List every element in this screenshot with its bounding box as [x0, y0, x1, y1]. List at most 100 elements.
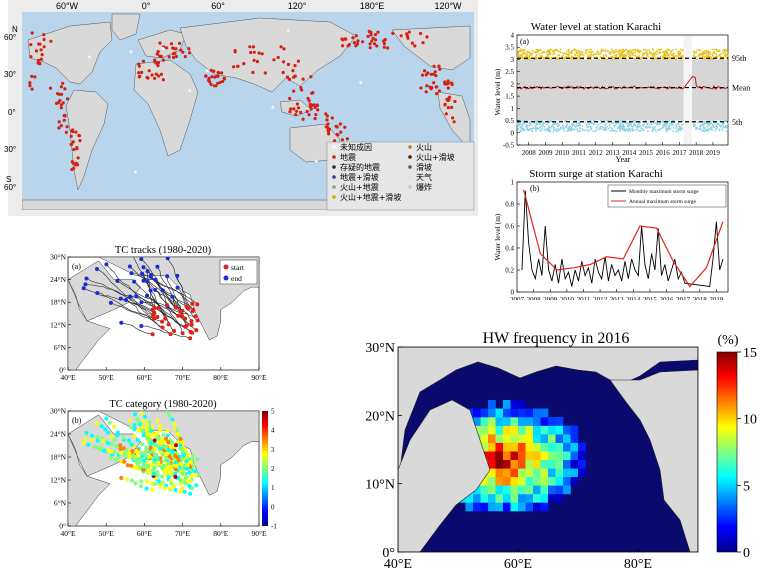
high-water-point [648, 50, 651, 52]
tc-category-point [151, 467, 156, 472]
low-water-point [593, 119, 595, 122]
earthquake-dot [77, 133, 81, 138]
low-water-point [624, 130, 626, 132]
earthquake-dot [316, 108, 320, 112]
earthquake-dot [158, 41, 162, 45]
asia-land [179, 17, 357, 93]
y-tick-label: 20°N [365, 409, 395, 424]
tc-category-point [182, 489, 187, 494]
hw-heatmap-cell [503, 493, 511, 503]
earthquake-dot [252, 58, 256, 62]
tc-end-point [165, 274, 170, 279]
low-water-point [600, 127, 602, 130]
tc-end-point [153, 287, 158, 292]
low-water-point [642, 124, 645, 127]
high-water-point [577, 52, 579, 54]
high-water-point [589, 56, 592, 58]
hw-heatmap-cell [495, 425, 504, 435]
earthquake-dot [335, 132, 339, 137]
hw-heatmap-cell [518, 476, 526, 486]
earthquake-dot [236, 64, 240, 68]
x-tick-label: 70°E [175, 373, 190, 382]
low-water-point [706, 125, 709, 128]
tc-category-point [159, 464, 164, 469]
x-tick-label: 2009 [538, 149, 553, 157]
tc-category-point [165, 433, 170, 438]
earthquake-dot [60, 92, 64, 96]
earthquake-dot [354, 34, 358, 38]
high-water-point [538, 53, 540, 55]
high-water-point [611, 58, 614, 61]
earthquake-dot [147, 69, 151, 73]
low-water-point [666, 124, 668, 127]
high-water-point [517, 52, 520, 54]
tc-category-point [175, 428, 180, 433]
low-water-point [651, 126, 654, 129]
high-water-point [561, 56, 563, 58]
low-water-point [656, 122, 658, 125]
low-water-point [696, 127, 698, 130]
legend-swatch [332, 185, 336, 189]
earthquake-dot [28, 84, 32, 88]
tc-category-point [127, 418, 132, 423]
water-level-xlabel: Year [616, 155, 631, 164]
tc-start-point [190, 301, 195, 306]
colorbar-tick-label: 2 [271, 465, 275, 473]
map-top-tick: 120°W [434, 1, 462, 11]
low-water-point [640, 129, 642, 132]
high-water-point [570, 55, 573, 58]
tc-category-point [136, 438, 140, 443]
tc-category-point [184, 459, 189, 464]
earthquake-dot [295, 102, 299, 106]
colorbar-tick-label: -1 [271, 523, 277, 531]
hw-heatmap-cell [540, 468, 549, 478]
earthquake-dot [30, 87, 34, 91]
high-water-point [533, 51, 536, 53]
high-water-point [570, 57, 573, 60]
earthquake-dot [251, 70, 255, 75]
low-water-point [633, 124, 635, 126]
earthquake-dot [450, 105, 454, 109]
water-panel-label: (a) [520, 37, 529, 46]
earthquake-dot [140, 70, 144, 74]
high-water-point [650, 52, 652, 55]
tc-category-point [133, 481, 138, 486]
low-water-point [680, 124, 683, 126]
map-north-label: N [12, 25, 18, 34]
low-water-point [640, 127, 643, 130]
high-water-point [522, 49, 525, 51]
tc-category-point [121, 446, 126, 451]
hw-heatmap-cell [473, 493, 481, 503]
low-water-point [628, 124, 631, 127]
low-water-point [520, 130, 522, 133]
low-water-point [622, 124, 625, 127]
low-water-point [611, 128, 614, 131]
tc-end-point [139, 300, 144, 305]
low-water-point [673, 127, 675, 129]
low-water-point [722, 125, 725, 128]
high-water-point [568, 51, 571, 54]
high-water-point [541, 55, 543, 58]
tc-start-point [166, 322, 171, 327]
low-water-point [625, 122, 628, 124]
earthquake-dot [437, 64, 441, 68]
low-water-point [608, 124, 611, 127]
high-water-point [604, 50, 607, 52]
low-water-point [553, 126, 555, 129]
low-water-point [578, 123, 581, 125]
low-water-point [651, 130, 654, 133]
earthquake-dot [218, 80, 222, 85]
high-water-point [627, 49, 630, 52]
y-tick-label: 24°N [50, 430, 66, 439]
low-water-point [693, 123, 696, 125]
water-level-panel: Water level at station Karachi 95th Mean 5… [493, 21, 750, 164]
tc-tracks-label: (a) [72, 262, 81, 271]
hw-heatmap-cell [570, 468, 579, 478]
earthquake-dot [153, 58, 157, 62]
tc-category-point [164, 436, 169, 441]
low-water-point [653, 127, 655, 130]
tc-end-point [132, 279, 137, 284]
earthquake-dot [183, 55, 187, 59]
earthquake-dot [313, 117, 317, 121]
hw-heatmap-cell [533, 493, 541, 503]
